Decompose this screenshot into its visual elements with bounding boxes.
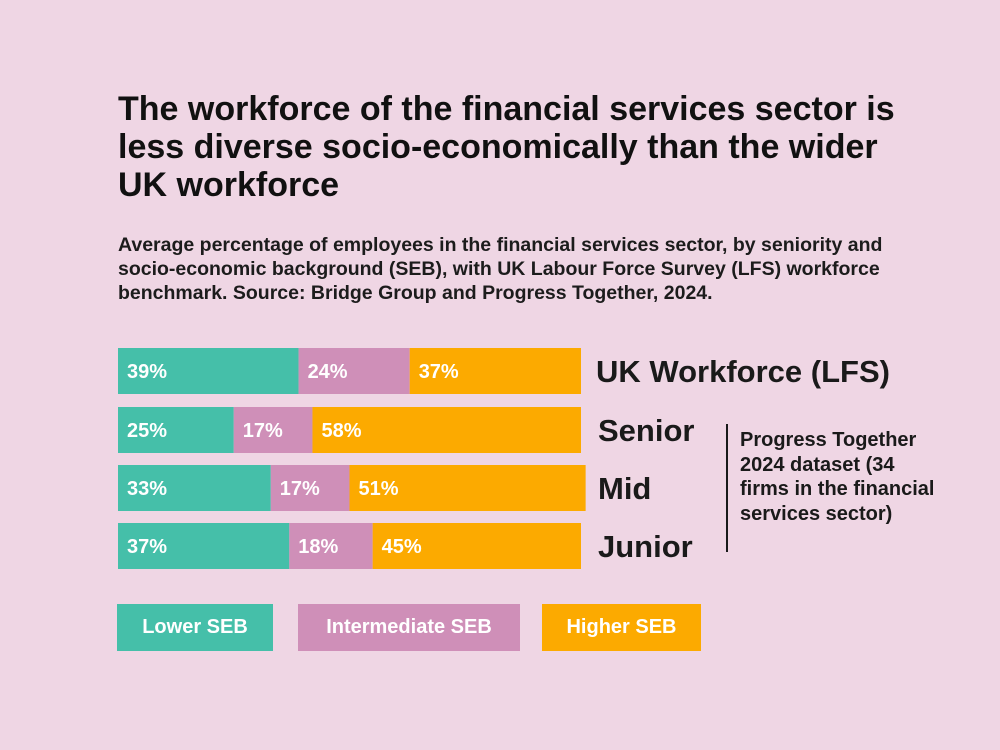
data-label-mid-lower-seb: 33% xyxy=(127,478,167,500)
category-label-uk-workforce-lfs: UK Workforce (LFS) xyxy=(596,354,890,389)
legend-higher-seb: Higher SEB xyxy=(542,604,701,651)
bar-segment-uk-workforce-lfs-higher-seb xyxy=(409,348,581,394)
bar-segment-senior-intermediate-seb xyxy=(233,407,313,453)
legend-lower-seb: Lower SEB xyxy=(117,604,273,651)
data-label-uk-workforce-lfs-lower-seb: 39% xyxy=(127,361,167,383)
bar-segment-junior-intermediate-seb xyxy=(289,523,373,569)
category-label-mid: Mid xyxy=(598,471,651,506)
data-label-junior-higher-seb: 45% xyxy=(382,536,422,558)
category-label-senior: Senior xyxy=(598,413,694,448)
bar-segment-senior-lower-seb xyxy=(118,407,234,453)
dataset-bracket xyxy=(726,424,728,552)
chart-title: The workforce of the financial services … xyxy=(118,90,895,204)
bar-segment-junior-higher-seb xyxy=(372,523,581,569)
dataset-note: Progress Together 2024 dataset (34 firms… xyxy=(740,429,935,525)
data-label-senior-intermediate-seb: 17% xyxy=(243,420,283,442)
data-label-junior-intermediate-seb: 18% xyxy=(298,536,338,558)
legend-intermediate-seb: Intermediate SEB xyxy=(298,604,520,651)
bar-segment-junior-lower-seb xyxy=(118,523,290,569)
bar-segment-uk-workforce-lfs-intermediate-seb xyxy=(298,348,410,394)
data-label-uk-workforce-lfs-intermediate-seb: 24% xyxy=(308,361,348,383)
data-label-mid-higher-seb: 51% xyxy=(359,478,399,500)
bar-segment-uk-workforce-lfs-lower-seb xyxy=(118,348,299,394)
bar-segment-senior-higher-seb xyxy=(312,407,581,453)
bar-segment-mid-higher-seb xyxy=(349,465,586,511)
data-label-senior-lower-seb: 25% xyxy=(127,420,167,442)
data-label-junior-lower-seb: 37% xyxy=(127,536,167,558)
bar-segment-mid-intermediate-seb xyxy=(270,465,350,511)
chart-subtitle: Average percentage of employees in the f… xyxy=(118,234,883,304)
data-label-uk-workforce-lfs-higher-seb: 37% xyxy=(419,361,459,383)
category-label-junior: Junior xyxy=(598,529,693,564)
data-label-senior-higher-seb: 58% xyxy=(321,420,361,442)
bar-segment-mid-lower-seb xyxy=(118,465,271,511)
data-label-mid-intermediate-seb: 17% xyxy=(280,478,320,500)
